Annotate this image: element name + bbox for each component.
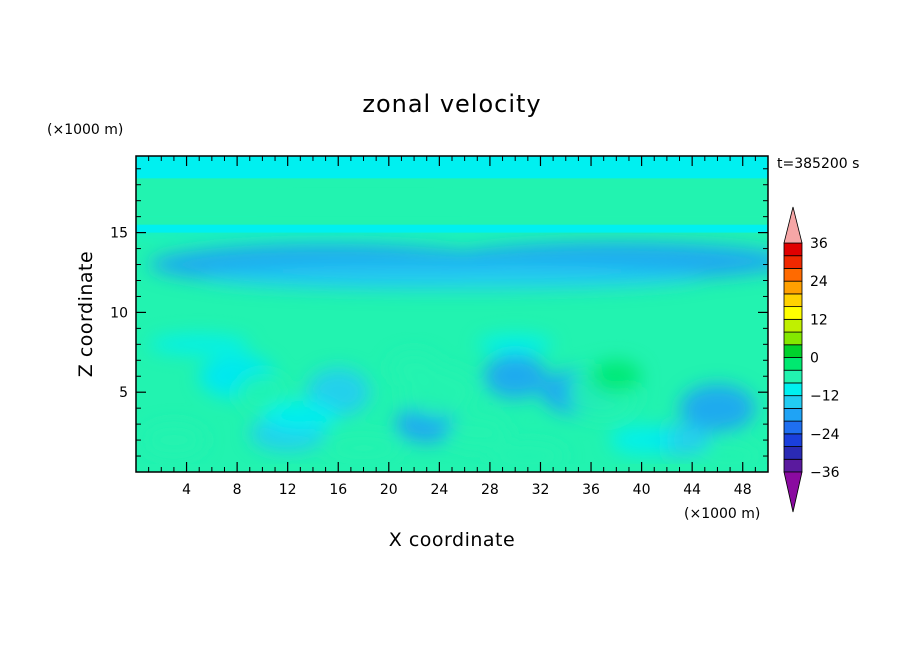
x-tick-label: 20 (380, 482, 398, 498)
colorbar-bin (783, 407, 803, 422)
colorbar: 36 24 12 0 −12 −24 −36 (783, 206, 840, 513)
chart-title: zonal velocity (362, 90, 541, 118)
x-tick-label: 16 (329, 482, 347, 498)
colorbar-bin (783, 446, 803, 460)
field-layer (136, 156, 768, 179)
x-tick-label: 36 (582, 482, 600, 498)
field-blob (325, 433, 402, 463)
field-layer (136, 224, 768, 233)
colorbar-bin (783, 293, 803, 308)
colorbar-bin (783, 318, 803, 333)
timestamp-label: t=385200 s (777, 156, 859, 172)
x-axis-label: X coordinate (389, 529, 515, 551)
x-tick-label: 48 (734, 482, 752, 498)
colorbar-bin (783, 255, 803, 269)
x-tick-label: 8 (233, 482, 242, 498)
y-axis: 5 10 15 (110, 168, 768, 457)
field-blob (591, 360, 642, 393)
x-tick-label: 12 (279, 482, 297, 498)
colorbar-tick-label: −36 (810, 465, 840, 481)
colorbar-bin (783, 306, 803, 320)
field-blob (483, 353, 547, 399)
colorbar-bin (783, 369, 803, 384)
colorbar-bin (783, 458, 803, 473)
x-tick-label: 44 (683, 482, 701, 498)
field-layer (136, 178, 768, 188)
field-blob (148, 334, 250, 354)
field-blob (237, 373, 288, 412)
field-blob (388, 352, 440, 385)
colorbar-bin (783, 382, 803, 397)
colorbar-tick-label: −24 (810, 427, 840, 443)
field-blob (477, 334, 554, 354)
colorbar-bin (783, 420, 803, 435)
x-tick-label: 24 (430, 482, 448, 498)
x-axis-unit: (×1000 m) (684, 506, 760, 522)
field-blob (679, 384, 756, 433)
field-blob (142, 424, 206, 457)
colorbar-bin (783, 344, 803, 358)
y-tick-label: 10 (110, 305, 128, 321)
y-tick-label: 15 (110, 226, 128, 242)
x-axis: 4 8 12 16 20 24 28 32 36 40 44 48 (148, 156, 756, 498)
field-blob (698, 443, 762, 469)
field-blob (610, 425, 674, 455)
field-blob (262, 400, 339, 433)
field-layer (136, 216, 768, 225)
field-layer (136, 187, 768, 217)
y-tick-label: 5 (119, 385, 128, 401)
colorbar-bin (783, 242, 803, 257)
field-blob (445, 416, 509, 449)
x-tick-label: 4 (182, 482, 191, 498)
colorbar-tick-label: 0 (810, 351, 819, 367)
colorbar-tick-label: 36 (810, 236, 828, 252)
x-tick-label: 40 (633, 482, 651, 498)
colorbar-bin (783, 357, 803, 371)
colorbar-tick-label: −12 (810, 389, 840, 405)
colorbar-tick-label: 24 (810, 274, 828, 290)
x-tick-label: 32 (532, 482, 550, 498)
colorbar-tick-label: 12 (810, 312, 828, 328)
heatmap-field (136, 156, 768, 472)
y-axis-unit: (×1000 m) (47, 122, 123, 138)
colorbar-bin (783, 433, 803, 447)
field-blob (199, 264, 705, 291)
field-blob (489, 443, 566, 469)
x-tick-label: 28 (481, 482, 499, 498)
y-axis-label: Z coordinate (75, 251, 97, 377)
colorbar-over-triangle (783, 206, 803, 244)
colorbar-bin (783, 280, 803, 295)
colorbar-under-triangle (783, 471, 803, 513)
colorbar-bin (783, 268, 803, 282)
colorbar-bin (783, 331, 803, 346)
colorbar-bin (783, 395, 803, 409)
